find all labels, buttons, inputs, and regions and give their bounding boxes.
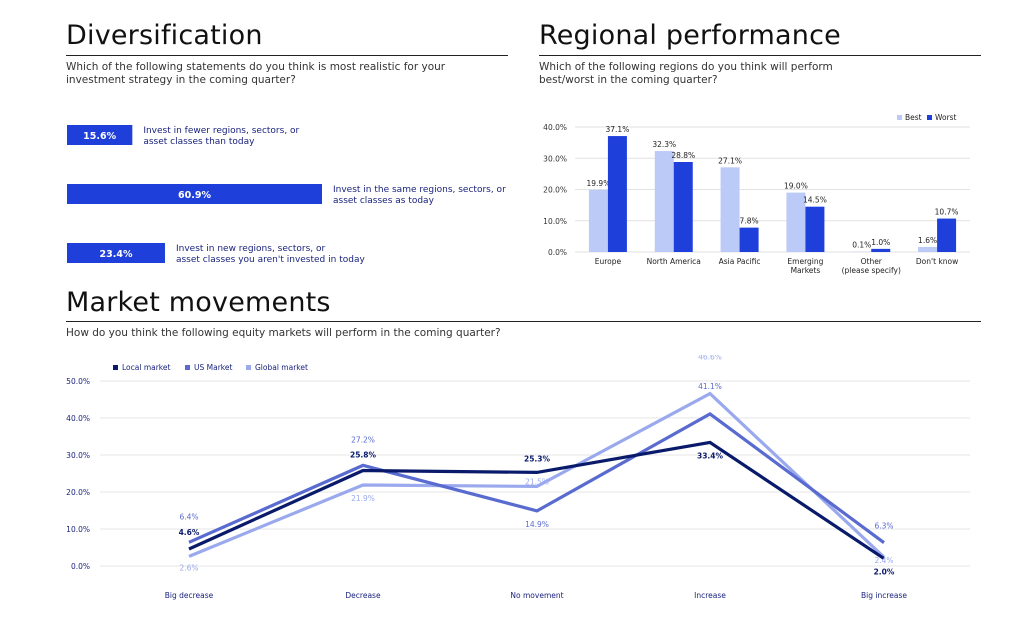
market-point-label: 21.9% bbox=[351, 494, 375, 503]
legend-label-global-market: Global market bbox=[255, 363, 308, 372]
legend-label-best: Best bbox=[905, 113, 922, 122]
regional-bar-value: 0.1% bbox=[852, 241, 871, 250]
regional-bar-value: 1.0% bbox=[871, 238, 890, 247]
legend-swatch-worst bbox=[927, 115, 932, 120]
legend-label-local-market: Local market bbox=[122, 363, 170, 372]
diversification-rule bbox=[66, 55, 508, 56]
regional-title: Regional performance bbox=[539, 20, 841, 51]
market-line-local-market bbox=[188, 440, 885, 560]
regional-ytick: 10.0% bbox=[543, 217, 567, 226]
market-point-label: 21.5% bbox=[525, 477, 549, 486]
market-point-label: 2.4% bbox=[874, 556, 893, 565]
regional-ytick: 0.0% bbox=[548, 248, 567, 257]
market-category-label: Big decrease bbox=[165, 591, 214, 600]
market-question: How do you think the following equity ma… bbox=[66, 327, 501, 339]
diversification-bar-value: 15.6% bbox=[83, 131, 116, 142]
regional-bar-worst bbox=[871, 248, 891, 252]
legend-swatch-global-market bbox=[246, 365, 251, 370]
regional-category-label: North America bbox=[647, 257, 701, 266]
regional-bar-worst bbox=[673, 162, 693, 252]
market-point-label: 4.6% bbox=[179, 528, 200, 537]
regional-question: Which of the following regions do you th… bbox=[539, 61, 833, 86]
regional-bar-value: 28.8% bbox=[671, 151, 695, 160]
market-point-label: 2.6% bbox=[179, 563, 198, 572]
market-point-label: 27.2% bbox=[351, 435, 375, 444]
market-category-label: Decrease bbox=[345, 591, 381, 600]
diversification-question: Which of the following statements do you… bbox=[66, 61, 446, 86]
market-category-label: No movement bbox=[510, 591, 563, 600]
market-ytick: 30.0% bbox=[66, 451, 90, 460]
diversification-bar bbox=[67, 243, 165, 263]
market-point-label: 25.8% bbox=[350, 451, 377, 460]
market-category-label: Increase bbox=[694, 591, 726, 600]
regional-bar-best bbox=[720, 167, 740, 252]
regional-bar-worst bbox=[805, 206, 825, 252]
market-ytick: 40.0% bbox=[66, 414, 90, 423]
legend-swatch-best bbox=[897, 115, 902, 120]
diversification-bar-label: Invest in new regions, sectors, or asset … bbox=[176, 244, 365, 265]
regional-bar-best bbox=[786, 192, 806, 252]
regional-ytick: 20.0% bbox=[543, 186, 567, 195]
regional-bar-value: 27.1% bbox=[718, 156, 742, 165]
diversification-bar-value: 23.4% bbox=[100, 249, 133, 260]
market-rule bbox=[66, 321, 981, 322]
regional-ytick: 30.0% bbox=[543, 154, 567, 163]
market-movements-chart: 0.0% 10.0% 20.0% 30.0% 40.0% 50.0% 4.6% 25.8% 25… bbox=[66, 355, 970, 600]
market-point-label: 2.0% bbox=[874, 568, 895, 577]
diversification-chart: 15.6% Invest in fewer regions, sectors, o… bbox=[67, 125, 506, 265]
regional-bar-worst bbox=[937, 218, 957, 252]
market-ytick: 50.0% bbox=[66, 377, 90, 386]
regional-ytick: 40.0% bbox=[543, 123, 567, 132]
regional-bar-value: 19.9% bbox=[587, 179, 611, 188]
legend-label-worst: Worst bbox=[935, 113, 957, 122]
regional-bar-value: 7.8% bbox=[740, 217, 759, 226]
regional-category-label: Asia Pacific bbox=[719, 257, 761, 266]
diversification-bar-label: Invest in fewer regions, sectors, or asse… bbox=[143, 126, 299, 147]
market-line-us-market bbox=[188, 412, 885, 544]
regional-bar-best bbox=[918, 247, 938, 252]
market-point-label: 41.1% bbox=[698, 382, 722, 391]
market-title: Market movements bbox=[66, 287, 331, 318]
regional-bar-value: 1.6% bbox=[918, 236, 937, 245]
regional-category-label: Emerging Markets bbox=[787, 257, 823, 275]
regional-category-label: Other (please specify) bbox=[842, 257, 901, 275]
market-ytick: 0.0% bbox=[71, 562, 90, 571]
market-point-label: 6.3% bbox=[874, 522, 893, 531]
diversification-bar bbox=[67, 125, 133, 145]
legend-label-us-market: US Market bbox=[194, 363, 232, 372]
market-ytick: 10.0% bbox=[66, 525, 90, 534]
market-ytick: 20.0% bbox=[66, 488, 90, 497]
market-point-label: 46.6% bbox=[698, 355, 722, 362]
diversification-bar bbox=[67, 184, 322, 204]
legend-swatch-us-market bbox=[185, 365, 190, 370]
regional-chart: 0.0% 10.0% 20.0% 30.0% 40.0% 19.9% 37.1% Europe… bbox=[543, 113, 970, 275]
regional-bar-value: 14.5% bbox=[803, 196, 827, 205]
legend-swatch-local-market bbox=[113, 365, 118, 370]
regional-bar-value: 19.0% bbox=[784, 182, 808, 191]
regional-category-label: Europe bbox=[595, 257, 622, 266]
market-category-label: Big increase bbox=[861, 591, 907, 600]
regional-rule bbox=[539, 55, 981, 56]
regional-category-label: Don't know bbox=[916, 257, 958, 266]
market-point-label: 14.9% bbox=[525, 520, 549, 529]
diversification-title: Diversification bbox=[66, 20, 263, 51]
diversification-bar-value: 60.9% bbox=[178, 190, 211, 201]
regional-bar-worst bbox=[739, 227, 759, 252]
regional-bar-best bbox=[654, 151, 674, 252]
market-point-label: 6.4% bbox=[179, 512, 198, 521]
regional-bar-value: 32.3% bbox=[652, 140, 676, 149]
regional-bar-worst bbox=[607, 136, 627, 252]
regional-bar-value: 10.7% bbox=[935, 208, 959, 217]
regional-bar-value: 37.1% bbox=[606, 125, 630, 134]
market-line-global-market bbox=[188, 391, 886, 559]
market-point-label: 25.3% bbox=[524, 454, 551, 463]
regional-bar-best bbox=[588, 189, 608, 252]
diversification-bar-label: Invest in the same regions, sectors, or a… bbox=[333, 185, 506, 206]
market-point-label: 33.4% bbox=[697, 451, 724, 460]
